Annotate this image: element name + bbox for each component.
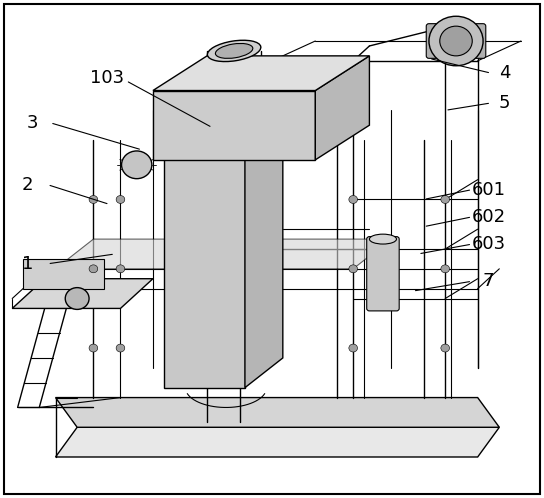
Circle shape: [441, 344, 449, 352]
Text: 3: 3: [27, 114, 39, 131]
Text: 2: 2: [22, 176, 33, 194]
Circle shape: [441, 196, 449, 204]
Ellipse shape: [207, 40, 261, 62]
Polygon shape: [153, 91, 316, 160]
Circle shape: [89, 344, 98, 352]
Polygon shape: [55, 397, 499, 427]
Circle shape: [349, 265, 357, 273]
FancyBboxPatch shape: [367, 237, 399, 311]
FancyBboxPatch shape: [23, 259, 104, 289]
Polygon shape: [316, 56, 369, 160]
Text: 602: 602: [472, 208, 505, 226]
Circle shape: [89, 196, 98, 204]
Circle shape: [441, 265, 449, 273]
Polygon shape: [12, 279, 153, 308]
Circle shape: [349, 196, 357, 204]
Text: 103: 103: [90, 69, 124, 87]
Circle shape: [349, 344, 357, 352]
Circle shape: [116, 265, 125, 273]
FancyBboxPatch shape: [426, 24, 486, 58]
Text: 4: 4: [499, 64, 510, 82]
Circle shape: [116, 344, 125, 352]
Circle shape: [121, 151, 152, 179]
Text: 5: 5: [499, 94, 510, 112]
Ellipse shape: [369, 234, 397, 244]
Circle shape: [65, 288, 89, 309]
Circle shape: [429, 16, 483, 66]
Text: 1: 1: [22, 255, 33, 273]
Circle shape: [89, 265, 98, 273]
Polygon shape: [55, 239, 391, 269]
Circle shape: [440, 26, 472, 56]
Circle shape: [116, 196, 125, 204]
Text: 7: 7: [483, 272, 494, 290]
Polygon shape: [164, 120, 283, 150]
Polygon shape: [153, 56, 369, 91]
Text: 601: 601: [472, 181, 505, 199]
Text: 603: 603: [472, 235, 505, 253]
Polygon shape: [245, 120, 283, 387]
Polygon shape: [55, 427, 499, 457]
Polygon shape: [164, 150, 245, 387]
Ellipse shape: [215, 43, 253, 58]
